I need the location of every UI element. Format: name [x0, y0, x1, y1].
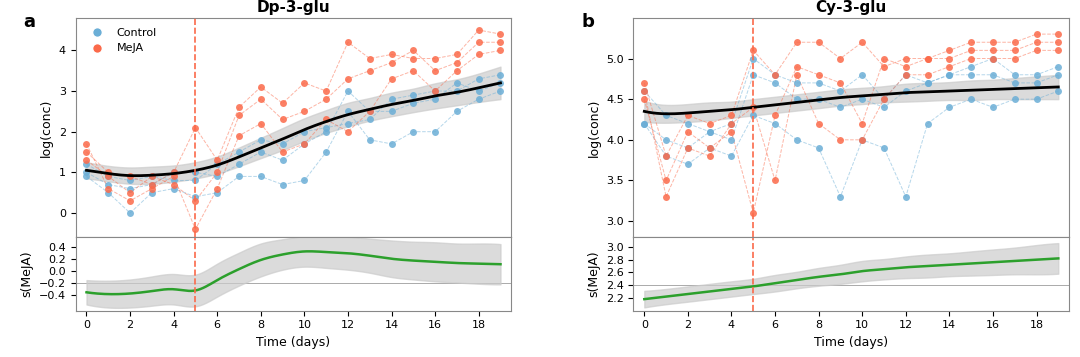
Y-axis label: log(conc): log(conc) — [588, 99, 600, 157]
Y-axis label: s(MeJA): s(MeJA) — [588, 251, 600, 297]
Title: Cy-3-glu: Cy-3-glu — [815, 0, 887, 15]
Y-axis label: s(MeJA): s(MeJA) — [21, 251, 33, 297]
X-axis label: Time (days): Time (days) — [256, 336, 330, 349]
X-axis label: Time (days): Time (days) — [814, 336, 889, 349]
Text: b: b — [581, 14, 594, 31]
Title: Dp-3-glu: Dp-3-glu — [257, 0, 330, 15]
Legend: Control, MeJA: Control, MeJA — [81, 24, 161, 58]
Text: a: a — [24, 14, 36, 31]
Y-axis label: log(conc): log(conc) — [40, 99, 53, 157]
